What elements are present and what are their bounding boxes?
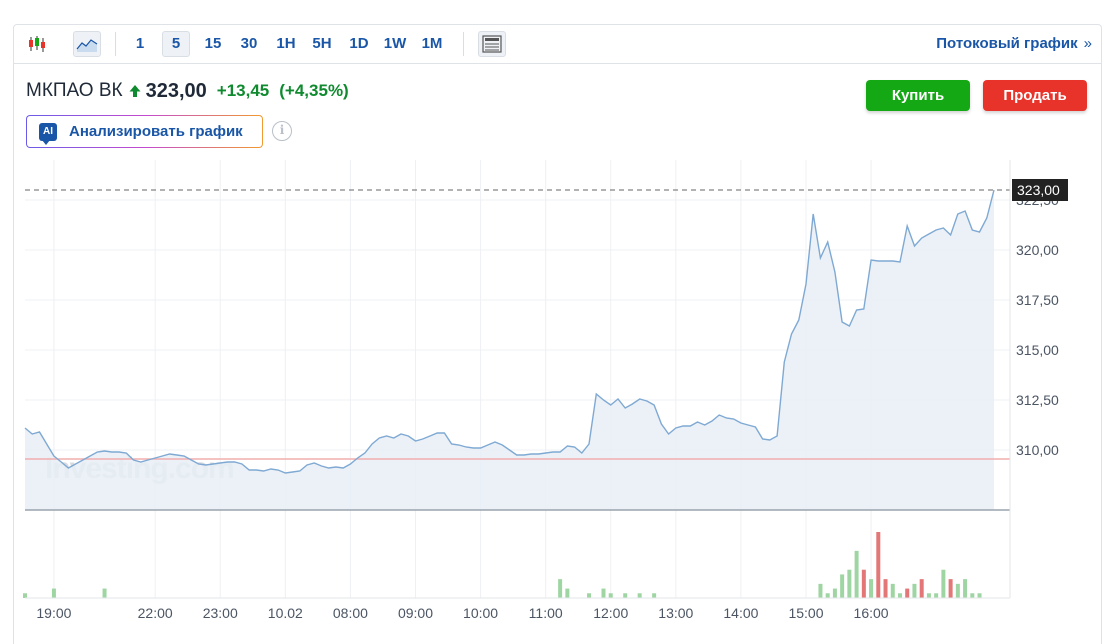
timeframe-1h[interactable]: 1H: [276, 35, 296, 52]
toolbar-divider: [463, 32, 464, 56]
timeframe-5[interactable]: 5: [162, 31, 190, 57]
volume-bar: [51, 588, 56, 598]
volume-bar: [832, 588, 837, 598]
chart-toolbar: 1 5 15 30 1H 5H 1D 1W 1M Потоковый графи…: [13, 24, 1102, 64]
timeframe-1m[interactable]: 1M: [421, 35, 443, 52]
volume-bar: [818, 583, 823, 598]
volume-bar: [941, 569, 946, 598]
sell-button[interactable]: Продать: [983, 80, 1087, 111]
last-price-label: 323,00: [1017, 182, 1060, 198]
x-tick-label: 09:00: [398, 605, 433, 621]
price-line: [24, 189, 995, 474]
analyze-chart-button[interactable]: AI Анализировать график: [26, 115, 263, 148]
candlestick-icon[interactable]: [23, 31, 51, 57]
y-tick-label: 320,00: [1016, 242, 1059, 258]
volume-bar: [926, 593, 931, 598]
volume-bar: [919, 579, 924, 598]
volume-bar: [565, 588, 570, 598]
analyze-chart-label: Анализировать график: [69, 123, 243, 140]
volume-bar: [934, 593, 939, 598]
chart-layout-icon[interactable]: [478, 31, 506, 57]
last-price: 323,00: [145, 79, 207, 102]
volume-bar: [23, 593, 27, 598]
volume-bar: [608, 593, 613, 598]
ai-icon: AI: [39, 122, 57, 145]
buy-button[interactable]: Купить: [866, 80, 970, 111]
volume-bar: [102, 588, 107, 598]
price-area: [25, 190, 994, 510]
x-tick-label: 10.02: [268, 605, 303, 621]
volume-bar: [558, 579, 563, 598]
volume-bar: [601, 588, 606, 598]
toolbar-divider: [115, 32, 116, 56]
volume-bar: [948, 579, 953, 598]
y-tick-label: 315,00: [1016, 342, 1059, 358]
volume-bar: [912, 583, 917, 598]
quote-header: МКПАО ВК 323,00 +13,45 (+4,35%): [26, 78, 349, 104]
timeframe-1w[interactable]: 1W: [383, 35, 407, 52]
x-tick-label: 15:00: [788, 605, 823, 621]
volume-bar: [854, 550, 859, 598]
volume-bar: [587, 593, 592, 598]
x-tick-label: 22:00: [138, 605, 173, 621]
volume-bar: [970, 593, 975, 598]
volume-bar: [847, 569, 852, 598]
price-change-percent: (+4,35%): [279, 81, 349, 100]
volume-bar: [963, 579, 968, 598]
volume-bar: [637, 593, 642, 598]
x-tick-label: 08:00: [333, 605, 368, 621]
arrow-up-icon: [129, 85, 141, 97]
volume-bar: [977, 593, 982, 598]
area-chart-icon[interactable]: [73, 31, 101, 57]
chart-widget: [13, 24, 1102, 644]
timeframe-1[interactable]: 1: [135, 35, 145, 52]
volume-bar: [869, 579, 874, 598]
volume-bar: [840, 574, 845, 598]
last-price-badge: [1012, 179, 1068, 201]
y-tick-label: 312,50: [1016, 392, 1059, 408]
info-icon[interactable]: i: [272, 121, 292, 141]
x-tick-label: 10:00: [463, 605, 498, 621]
timeframe-15[interactable]: 15: [204, 35, 222, 52]
x-tick-label: 19:00: [36, 605, 71, 621]
y-tick-label: 310,00: [1016, 442, 1059, 458]
instrument-name: МКПАО ВК: [26, 80, 123, 101]
timeframe-30[interactable]: 30: [240, 35, 258, 52]
streaming-chart-label: Потоковый график: [936, 35, 1078, 52]
price-chart[interactable]: Investing.com310,00312,50315,00317,50320…: [13, 160, 1102, 630]
volume-bar: [905, 588, 910, 598]
chevron-right-icon: »: [1083, 35, 1092, 52]
timeframe-1d[interactable]: 1D: [349, 35, 369, 52]
x-tick-label: 16:00: [854, 605, 889, 621]
volume-bar: [825, 593, 830, 598]
x-tick-label: 11:00: [529, 605, 563, 621]
price-change: +13,45: [216, 81, 270, 100]
volume-bar: [623, 593, 628, 598]
volume-bar: [652, 593, 657, 598]
volume-bar: [883, 579, 888, 598]
y-tick-label: 317,50: [1016, 292, 1059, 308]
volume-bar: [897, 593, 902, 598]
x-tick-label: 12:00: [593, 605, 628, 621]
volume-bar: [890, 583, 895, 598]
volume-bar: [861, 569, 866, 598]
x-tick-label: 23:00: [203, 605, 238, 621]
volume-bar: [955, 583, 960, 598]
timeframe-5h[interactable]: 5H: [312, 35, 332, 52]
volume-bar: [876, 532, 881, 598]
x-tick-label: 14:00: [723, 605, 758, 621]
x-tick-label: 13:00: [658, 605, 693, 621]
streaming-chart-link[interactable]: Потоковый график »: [936, 31, 1092, 57]
